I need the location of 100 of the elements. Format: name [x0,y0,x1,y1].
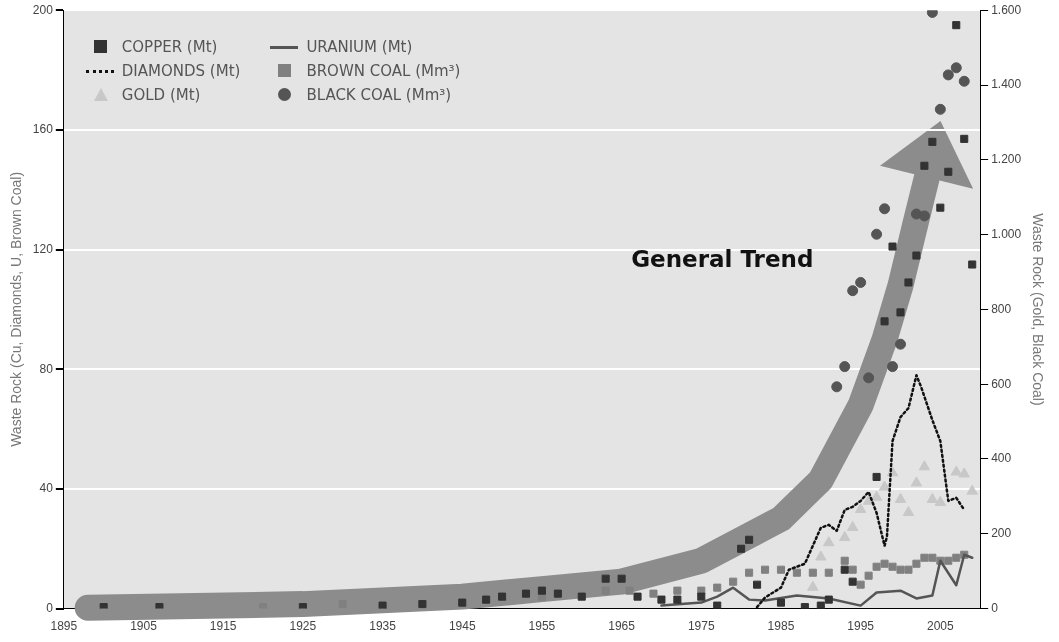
point [537,586,546,595]
point [808,568,817,577]
point [776,598,785,607]
y2-tick-label: 200 [991,526,1012,541]
y-tick-label: 160 [32,122,54,137]
legend-label: GOLD (Mt) [121,86,201,105]
point [960,134,969,143]
point [625,586,634,595]
point [854,502,867,513]
x-tick-label: 1975 [687,619,715,634]
legend-label: BLACK COAL (Mm³) [306,86,452,105]
point [856,580,865,589]
point [458,598,467,607]
point [912,251,921,260]
point [904,565,913,574]
y-tick-label: 0 [46,600,54,615]
y2-axis-title: Waste Rock (Gold, Black Coal) [1029,213,1046,406]
x-tick-label: 1995 [847,619,875,634]
point [894,338,906,350]
point [633,592,642,601]
y-tick-label: 80 [39,361,54,376]
y2-tick-label: 1.000 [991,226,1022,241]
point [807,580,819,591]
point [918,210,930,222]
point [950,62,962,74]
y2-tick-label: 600 [991,376,1012,391]
point [864,571,873,580]
point [840,565,849,574]
point [942,69,954,81]
point [745,535,754,544]
point [958,467,970,478]
point [880,559,889,568]
point [649,589,658,598]
x-tick-label: 2005 [926,619,954,634]
point [601,574,610,583]
point [918,460,931,471]
point [776,565,785,574]
point [418,600,427,609]
point [815,550,827,561]
point [729,577,738,586]
point [745,568,754,577]
point [894,492,907,503]
point [839,361,851,373]
point [577,592,586,601]
point [944,167,953,176]
point [839,531,851,542]
legend-label: URANIUM (Mt) [306,38,413,57]
point [553,589,562,598]
point [928,137,937,146]
point [657,595,666,604]
legend-label: DIAMONDS (Mt) [121,62,241,81]
point [912,559,921,568]
point [950,465,962,476]
point [753,580,762,589]
x-tick-label: 1985 [767,619,795,634]
y2-tick-label: 1.600 [991,2,1022,17]
x-tick-label: 1895 [50,619,78,634]
x-tick-label: 1905 [130,619,158,634]
legend-label: COPPER (Mt) [121,38,218,57]
point [846,520,859,531]
point [521,589,531,598]
point [896,565,905,574]
point [824,568,833,577]
point [848,565,857,574]
point [816,601,825,609]
x-tick-label: 1945 [448,619,476,634]
legend-label: BROWN COAL (Mm³) [306,62,461,81]
point [887,361,899,373]
point [968,260,977,269]
annotation: General Trend [631,246,814,273]
point [848,577,857,586]
point [888,562,897,571]
y2-tick-label: 800 [991,301,1012,316]
point [896,308,905,317]
point [928,553,937,562]
x-tick-label: 1935 [369,619,397,634]
point [879,203,891,215]
point [713,583,722,592]
y-axis-title: Waste Rock (Cu, Diamonds, U, Brown Coal) [8,171,25,447]
point [888,242,897,251]
point [855,276,867,288]
point [713,601,722,609]
point [831,381,843,393]
point [601,586,610,595]
point [966,484,978,495]
point [902,505,915,516]
point [920,553,929,562]
point [880,317,889,326]
point [904,278,913,287]
point [840,556,849,565]
point [482,595,491,604]
point [697,592,706,601]
point [910,476,923,487]
point [824,595,833,604]
point [920,161,929,170]
point [952,553,961,562]
y-tick-label: 120 [32,241,54,256]
point [823,536,835,547]
point [673,586,682,595]
point [378,601,387,609]
